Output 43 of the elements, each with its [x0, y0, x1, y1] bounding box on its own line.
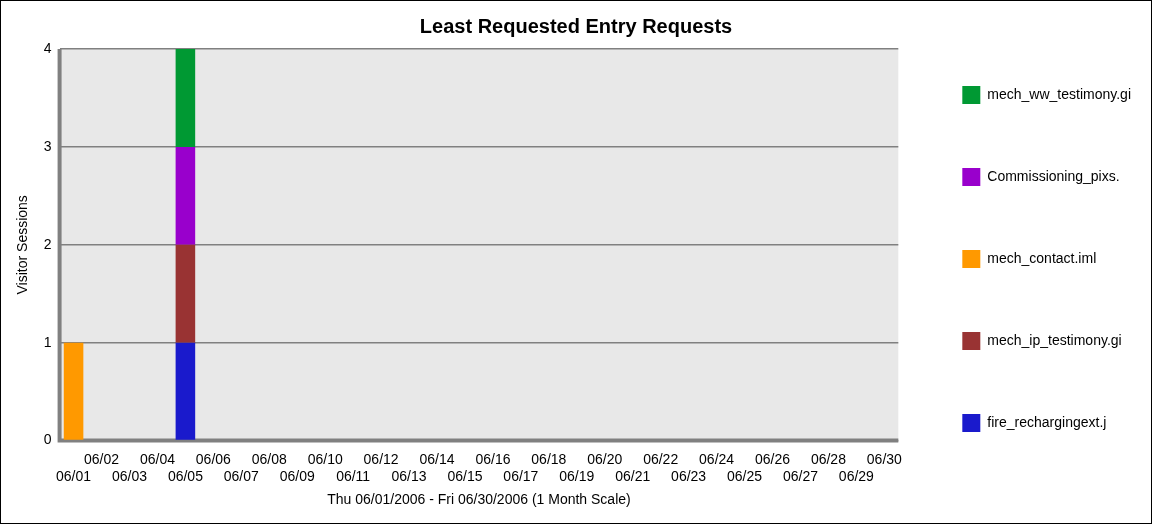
- x-tick-label: 06/15: [447, 467, 483, 484]
- y-tick-label: 2: [43, 235, 52, 252]
- chart-title: Least Requested Entry Requests: [419, 14, 733, 37]
- x-axis-title: Thu 06/01/2006 - Fri 06/30/2006 (1 Month Scale): [327, 491, 631, 508]
- y-tick-label: 4: [43, 39, 52, 56]
- x-tick-label: 06/23: [671, 467, 707, 484]
- legend-label: Commissioning_pixs.: [987, 167, 1120, 184]
- x-tick-label: 06/16: [475, 450, 511, 467]
- x-tick-label: 06/06: [195, 450, 232, 467]
- x-tick-label: 06/13: [391, 467, 427, 484]
- x-tick-label: 06/19: [559, 467, 595, 484]
- y-tick-label: 3: [43, 137, 52, 154]
- x-tick-label: 06/14: [419, 450, 455, 467]
- x-tick-label: 06/03: [111, 467, 148, 484]
- x-tick-label: 06/11: [336, 467, 371, 484]
- legend-label: mech_ip_testimony.gi: [987, 331, 1122, 348]
- x-tick-label: 06/02: [84, 450, 120, 467]
- y-tick-label: 1: [43, 333, 52, 350]
- x-tick-label: 06/18: [531, 450, 567, 467]
- x-tick-label: 06/09: [279, 467, 315, 484]
- x-tick-label: 06/07: [223, 467, 260, 484]
- legend-label: fire_rechargingext.j: [987, 413, 1107, 430]
- x-tick-label: 06/22: [643, 450, 679, 467]
- x-tick-label: 06/08: [251, 450, 287, 467]
- y-axis-title: Visitor Sessions: [14, 195, 31, 295]
- x-tick-label: 06/04: [139, 450, 176, 467]
- x-tick-label: 06/12: [363, 450, 399, 467]
- x-tick-label: 06/27: [782, 467, 819, 484]
- x-tick-label: 06/20: [587, 450, 623, 467]
- legend-label: mech_ww_testimony.gi: [987, 85, 1131, 102]
- x-tick-label: 06/05: [167, 467, 204, 484]
- legend-label: mech_contact.iml: [987, 249, 1097, 266]
- x-tick-label: 06/17: [503, 467, 539, 484]
- x-tick-label: 06/28: [810, 450, 847, 467]
- x-tick-label: 06/10: [307, 450, 343, 467]
- x-tick-label: 06/30: [866, 450, 903, 467]
- x-tick-label: 06/24: [699, 450, 735, 467]
- x-tick-label: 06/01: [56, 467, 92, 484]
- x-tick-label: 06/21: [615, 467, 651, 484]
- x-tick-label: 06/29: [838, 467, 875, 484]
- x-tick-label: 06/25: [727, 467, 763, 484]
- x-tick-label: 06/26: [754, 450, 791, 467]
- y-tick-label: 0: [43, 431, 52, 448]
